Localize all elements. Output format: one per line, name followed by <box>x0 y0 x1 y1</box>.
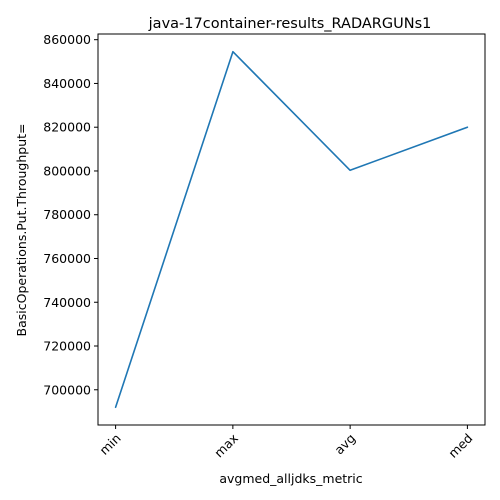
x-tick-label: min <box>96 431 123 458</box>
y-tick-label: 780000 <box>43 207 91 222</box>
series-line <box>114 50 469 409</box>
y-tick-label: 860000 <box>43 32 91 47</box>
x-tick-label: med <box>445 431 475 461</box>
plot-area <box>114 50 469 409</box>
chart-title: java-17container-results_RADARGUNs1 <box>148 16 432 32</box>
y-tick-label: 800000 <box>43 163 91 178</box>
x-axis-label: avgmed_alljdks_metric <box>219 471 362 486</box>
plot-frame <box>97 33 486 426</box>
x-tick-label: max <box>211 431 241 461</box>
y-tick-label: 760000 <box>43 251 91 266</box>
y-tick-label: 840000 <box>43 76 91 91</box>
y-axis: 700000 720000 740000 760000 780000 800000 8200… <box>43 32 98 397</box>
y-tick-label: 700000 <box>43 382 91 397</box>
y-tick-label: 740000 <box>43 295 91 310</box>
x-tick-label: avg <box>331 431 358 458</box>
y-axis-label: BasicOperations.Put.Throughput= <box>14 124 29 337</box>
y-tick-label: 720000 <box>43 339 91 354</box>
x-axis: min max avg med <box>96 425 476 461</box>
y-tick-label: 820000 <box>43 120 91 135</box>
